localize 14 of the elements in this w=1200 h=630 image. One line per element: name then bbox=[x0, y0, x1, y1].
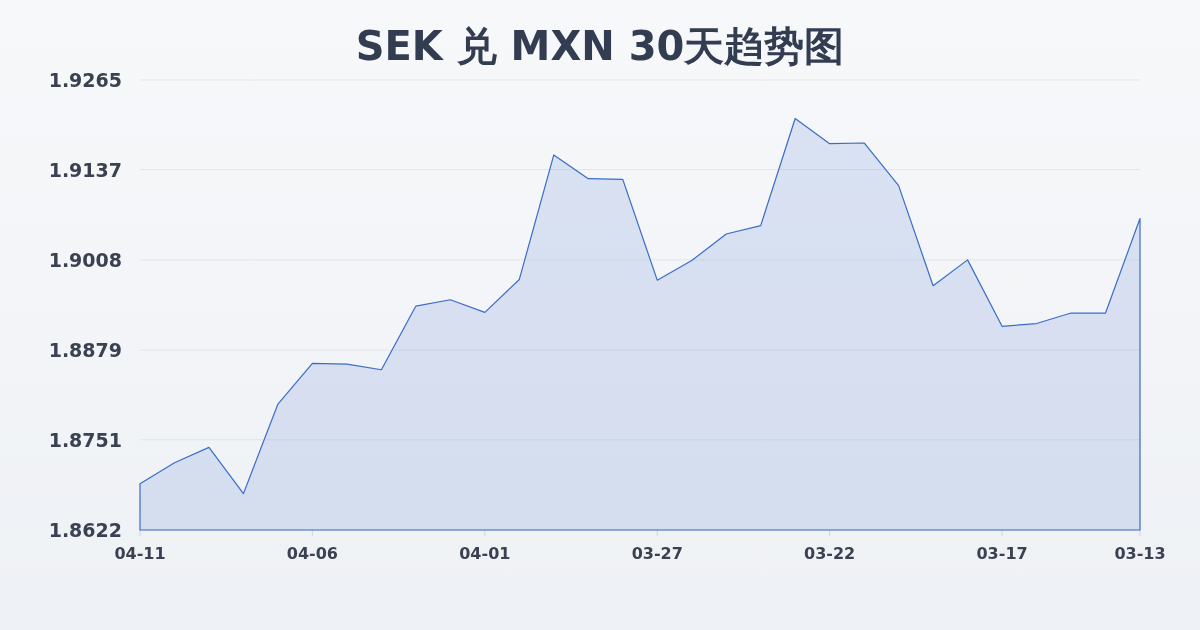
x-tick-label: 04-11 bbox=[114, 544, 166, 563]
x-tick-label: 04-01 bbox=[459, 544, 511, 563]
y-tick-label: 1.8751 bbox=[48, 428, 122, 451]
x-tick-label: 03-27 bbox=[631, 544, 683, 563]
y-tick-label: 1.9008 bbox=[48, 248, 122, 271]
x-tick-label: 03-17 bbox=[976, 544, 1028, 563]
y-tick-label: 1.9265 bbox=[48, 69, 122, 91]
y-tick-label: 1.9137 bbox=[48, 158, 122, 181]
x-tick-label: 03-22 bbox=[804, 544, 856, 563]
y-tick-label: 1.8622 bbox=[48, 519, 122, 541]
x-tick-label: 03-13 bbox=[1114, 544, 1166, 563]
x-tick-label: 04-06 bbox=[286, 544, 338, 563]
title: SEK 兑 MXN 30天趋势图 bbox=[355, 23, 845, 69]
y-tick-label: 1.8879 bbox=[48, 339, 122, 362]
